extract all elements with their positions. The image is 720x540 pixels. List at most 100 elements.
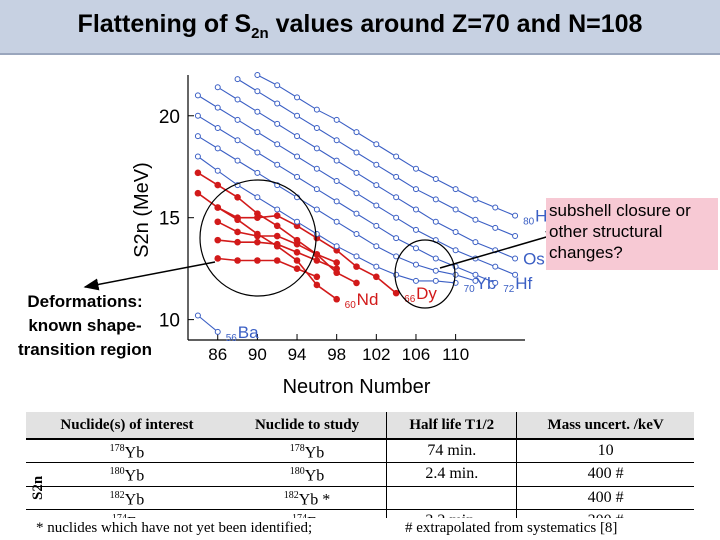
- data-point: [393, 235, 400, 242]
- data-point: [313, 106, 320, 113]
- data-point: [313, 206, 320, 213]
- data-point: [452, 247, 459, 254]
- data-point: [492, 263, 499, 270]
- series-line: [197, 94, 516, 276]
- data-point: [234, 257, 241, 264]
- data-point: [472, 277, 479, 284]
- x-tick-label: 86: [208, 345, 227, 364]
- x-tick-label: 102: [362, 345, 390, 364]
- data-point: [373, 141, 380, 148]
- data-point: [294, 133, 301, 140]
- data-point: [273, 232, 281, 240]
- data-point: [313, 273, 321, 281]
- data-point: [313, 231, 320, 237]
- data-point: [254, 88, 261, 95]
- data-point: [274, 161, 281, 168]
- data-point: [333, 218, 340, 225]
- series-z-label: 70: [464, 284, 476, 295]
- data-point: [373, 243, 380, 250]
- data-point: [432, 218, 439, 225]
- slide-title: Flattening of S2n values around Z=70 and…: [77, 10, 643, 42]
- data-point: [472, 196, 479, 203]
- x-tick-label: 90: [248, 345, 267, 364]
- data-point: [313, 251, 321, 258]
- data-point: [234, 214, 241, 221]
- data-point: [194, 189, 202, 197]
- data-point: [432, 175, 439, 182]
- data-point: [353, 231, 360, 237]
- data-point: [353, 279, 360, 287]
- data-point: [274, 82, 281, 89]
- data-point: [353, 210, 360, 217]
- data-point: [273, 222, 281, 230]
- data-point: [254, 232, 261, 240]
- cell-mass-uncertainty: 400 #: [516, 462, 694, 487]
- data-point: [432, 196, 439, 203]
- cell-nuclide-to-study: 182Yb *: [227, 486, 387, 510]
- data-point: [214, 328, 221, 335]
- data-point: [452, 271, 459, 278]
- data-point: [294, 112, 301, 119]
- cell-half-life: 3.2 min.: [386, 509, 517, 518]
- cell-nuclide-of-interest: 178Yb: [26, 439, 228, 464]
- series-line: [257, 74, 516, 217]
- series-z-label: 66: [404, 294, 416, 305]
- cell-mass-uncertainty: 300 #: [516, 509, 694, 518]
- data-point: [393, 271, 400, 278]
- footnote-extrapolated: # extrapolated from systematics [8]: [405, 520, 618, 536]
- footnote-bar: * nuclides which have not yet been ident…: [0, 518, 720, 540]
- data-point: [492, 204, 499, 211]
- data-point: [214, 218, 222, 226]
- table-side-label-text: S2n: [30, 475, 46, 500]
- data-point: [294, 173, 301, 180]
- data-point: [194, 312, 201, 319]
- series-name-label: Nd: [357, 290, 379, 309]
- data-point: [214, 181, 222, 189]
- data-point: [254, 129, 261, 136]
- y-tick-label: 15: [159, 209, 180, 230]
- data-point: [293, 249, 301, 256]
- data-point: [214, 84, 221, 91]
- cell-nuclide-to-study: 178Yb: [227, 439, 387, 464]
- data-point: [353, 263, 360, 270]
- data-point: [313, 165, 320, 172]
- series-name-label: Os: [523, 249, 545, 268]
- table-row: 174Er174Er3.2 min.300 #: [26, 509, 694, 518]
- data-point: [393, 153, 400, 160]
- x-axis-label: Neutron Number: [283, 376, 431, 398]
- data-point: [194, 153, 201, 160]
- data-point: [254, 194, 261, 201]
- header-half-life: Half life T1/2: [386, 412, 517, 440]
- y-axis-label: S2n (MeV): [131, 162, 153, 258]
- data-point: [214, 125, 221, 131]
- callout-deformations: Deformations: known shape-transition reg…: [17, 292, 153, 359]
- data-point: [333, 116, 340, 123]
- data-point: [254, 238, 261, 246]
- data-point: [432, 267, 439, 274]
- series-line: [197, 115, 496, 284]
- series-z-label: 72: [503, 284, 515, 295]
- data-point: [452, 206, 459, 213]
- data-point: [234, 137, 241, 144]
- data-point: [373, 222, 380, 229]
- data-point: [293, 240, 301, 248]
- x-tick-label: 110: [442, 345, 469, 364]
- data-point: [393, 214, 400, 221]
- data-point: [273, 257, 281, 264]
- cell-nuclide-of-interest: 180Yb: [26, 462, 228, 487]
- arrow-to-subshell-callout: [439, 231, 562, 269]
- data-point: [472, 271, 479, 278]
- data-point: [373, 161, 380, 168]
- cell-nuclide-to-study: 174Er: [227, 509, 387, 518]
- data-point: [333, 198, 340, 205]
- data-point: [333, 295, 340, 303]
- data-point: [333, 137, 340, 144]
- data-point: [472, 239, 479, 246]
- data-point: [412, 226, 419, 233]
- data-point: [214, 104, 221, 111]
- data-point: [353, 169, 360, 176]
- data-point: [353, 190, 360, 197]
- series-name-label: Ba: [238, 323, 259, 342]
- data-point: [373, 202, 380, 209]
- series-line: [197, 156, 456, 284]
